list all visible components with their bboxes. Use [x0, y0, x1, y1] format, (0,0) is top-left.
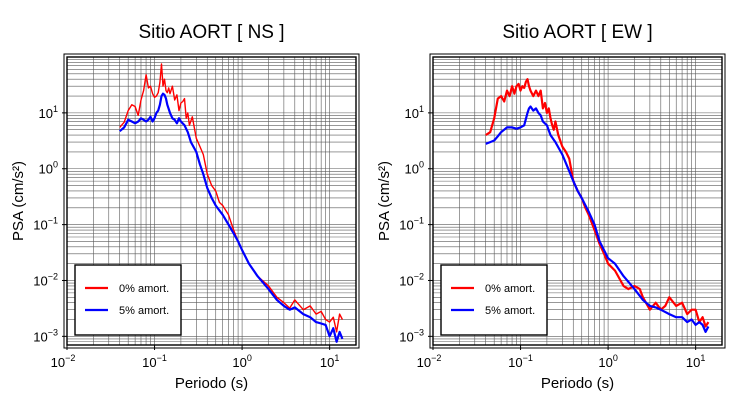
y-tick-label: 100: [39, 160, 58, 177]
legend-box: [74, 264, 182, 336]
y-axis-label-ew: PSA (cm/s²): [376, 161, 393, 241]
x-tick-label: 10−1: [142, 353, 167, 370]
y-tick-label: 101: [405, 104, 424, 121]
y-tick-label: 10−1: [399, 216, 424, 233]
series-line-amort-5-ew: [485, 105, 710, 333]
x-tick-label: 10−1: [508, 353, 533, 370]
x-tick-label: 10−2: [417, 353, 442, 370]
chart-title-ew: Sitio AORT [ EW ]: [502, 22, 652, 43]
x-tick-label: 10−2: [51, 353, 76, 370]
plot-frame-outer-ns: [63, 53, 360, 349]
x-tick-label: 101: [686, 353, 705, 370]
legend-label: 0% amort.: [485, 283, 535, 295]
plot-frame-ew: [432, 56, 723, 346]
x-tick-label: 100: [232, 353, 251, 370]
x-tick-label: 101: [320, 353, 339, 370]
plot-frame-ns: [66, 56, 357, 346]
x-tick-label: 100: [598, 353, 617, 370]
panel-ns: Sitio AORT [ NS ] 10−2 10−1 100 101 10−3 10−2 1…: [10, 22, 360, 392]
y-tick-label: 10−3: [399, 327, 424, 344]
series-line-amort-0-ew: [485, 78, 710, 328]
series-group-ns: [118, 63, 344, 343]
grid-ew: [433, 57, 722, 345]
y-axis-label-ns: PSA (cm/s²): [10, 161, 27, 241]
legend-ew: 0% amort. 5% amort.: [440, 264, 548, 336]
grid-ns: [67, 57, 356, 345]
y-tick-label: 10−2: [399, 271, 424, 288]
y-tick-label: 10−3: [33, 327, 58, 344]
legend-box: [440, 264, 548, 336]
series-group-ew: [485, 78, 710, 333]
legend-label: 5% amort.: [485, 305, 535, 317]
chart-title-ns: Sitio AORT [ NS ]: [138, 22, 284, 43]
y-tick-label: 100: [405, 160, 424, 177]
legend-ns: 0% amort. 5% amort.: [74, 264, 182, 336]
plot-frame-outer-ew: [429, 53, 726, 349]
series-line-amort-5-ns: [118, 92, 344, 343]
y-tick-label: 101: [39, 104, 58, 121]
panel-ew: Sitio AORT [ EW ] 10−2 10−1 100 101 10−3 10−2 1…: [376, 22, 726, 392]
y-tick-label: 10−1: [33, 216, 58, 233]
y-tick-label: 10−2: [33, 271, 58, 288]
legend-label: 0% amort.: [119, 283, 169, 295]
x-axis-label-ew: Periodo (s): [541, 375, 614, 392]
legend-label: 5% amort.: [119, 305, 169, 317]
series-line-amort-0-ns: [119, 63, 344, 333]
x-axis-label-ns: Periodo (s): [175, 375, 248, 392]
